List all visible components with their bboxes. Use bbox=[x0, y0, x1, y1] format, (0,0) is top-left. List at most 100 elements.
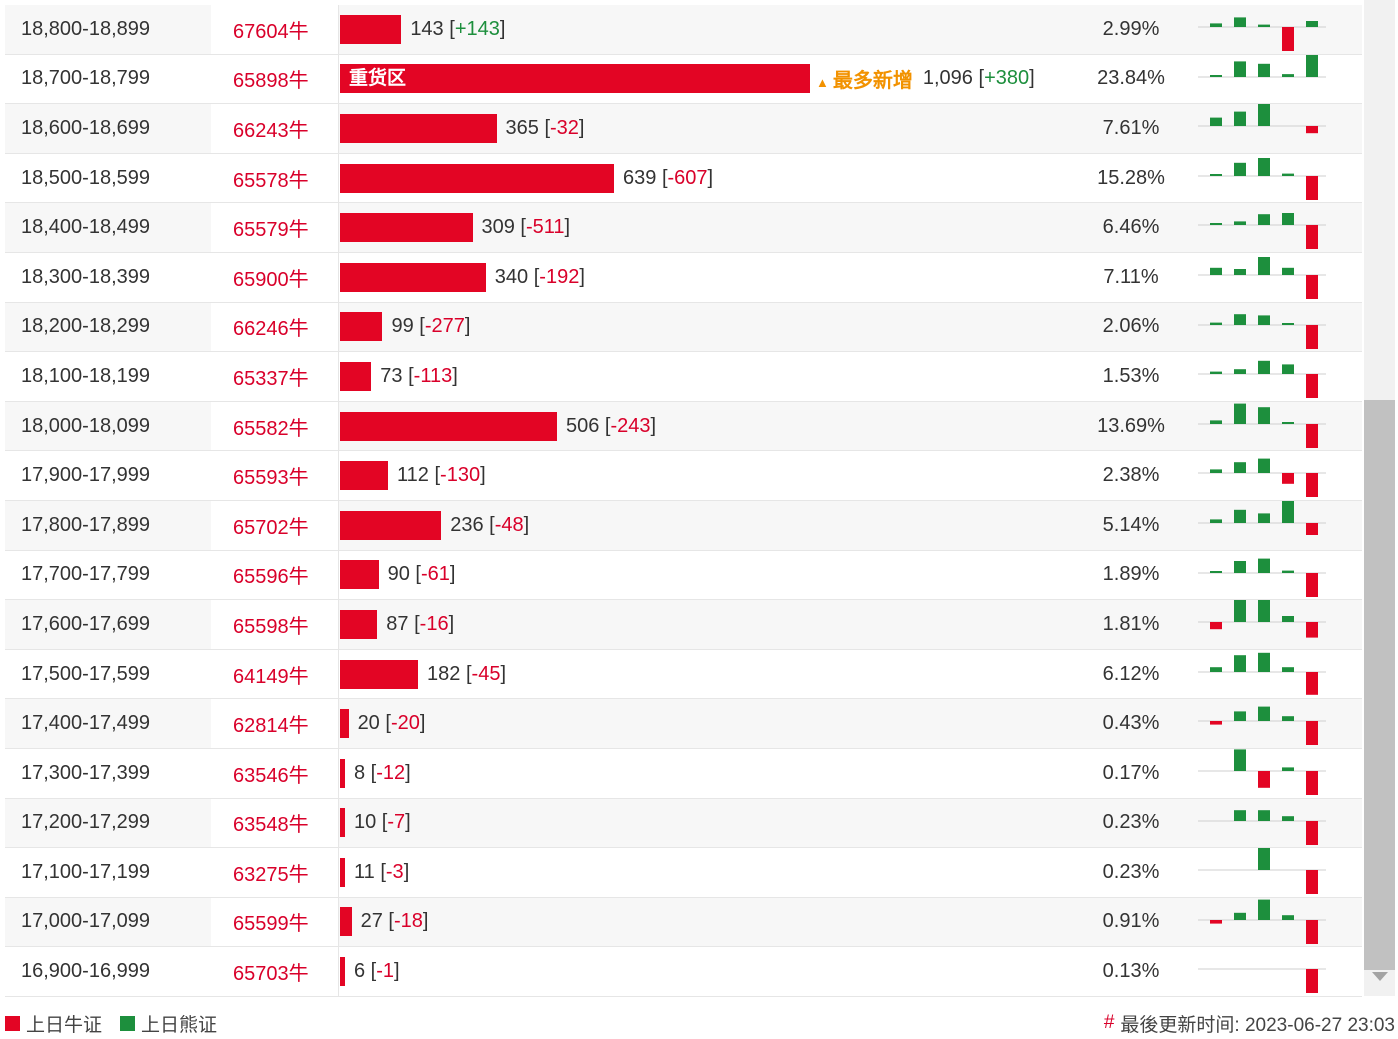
up-triangle-icon: ▲ bbox=[816, 75, 829, 91]
volume-bar[interactable] bbox=[340, 609, 378, 639]
table-row[interactable]: 17,700-17,799 65596牛 90 [-61] 1.89% bbox=[5, 550, 1362, 601]
volume-bar[interactable] bbox=[340, 808, 345, 838]
table-row[interactable]: 17,400-17,499 62814牛 20 [-20] 0.43% bbox=[5, 699, 1362, 749]
scrollbar-thumb[interactable] bbox=[1364, 400, 1395, 970]
volume-bar[interactable] bbox=[340, 361, 372, 391]
volume-bar[interactable] bbox=[340, 312, 383, 342]
warrant-code-link[interactable]: 65598牛 bbox=[211, 600, 339, 649]
table-row[interactable]: 17,900-17,999 65593牛 112 [-130] 2.38% bbox=[5, 451, 1362, 501]
volume-bar[interactable] bbox=[340, 461, 389, 491]
table-row[interactable]: 18,400-18,499 65579牛 309 [-511] 6.46% bbox=[5, 203, 1362, 253]
volume-change: -511 bbox=[526, 216, 565, 239]
table-row[interactable]: 16,900-16,999 65703牛 6 [-1] 0.13% bbox=[5, 947, 1362, 997]
warrant-code-link[interactable]: 65703牛 bbox=[211, 947, 339, 996]
warrant-code-link[interactable]: 65337牛 bbox=[211, 352, 339, 401]
warrant-code-link[interactable]: 65578牛 bbox=[211, 153, 339, 203]
volume-bar-cell: 639 [-607] bbox=[340, 154, 1065, 203]
volume-bar[interactable] bbox=[340, 163, 615, 193]
warrant-code-link[interactable]: 65579牛 bbox=[211, 203, 339, 252]
warrant-code-link[interactable]: 66246牛 bbox=[211, 302, 339, 352]
table-row[interactable]: 17,100-17,199 63275牛 11 [-3] 0.23% bbox=[5, 848, 1362, 898]
sparkline-bull-bar bbox=[1306, 969, 1318, 994]
warrant-code-link[interactable]: 63548牛 bbox=[211, 798, 339, 848]
sparkline bbox=[1198, 899, 1326, 944]
volume-count: 143 bbox=[410, 17, 444, 40]
volume-count: 309 bbox=[481, 216, 515, 239]
sparkline-bear-bar bbox=[1306, 54, 1318, 77]
volume-info: 73 [-113] bbox=[380, 364, 458, 387]
volume-bar[interactable] bbox=[340, 758, 345, 788]
volume-bar-cell: 73 [-113] bbox=[340, 352, 1065, 401]
price-range: 18,000-18,099 bbox=[21, 414, 151, 437]
sparkline-bear-bar bbox=[1210, 420, 1222, 424]
volume-bar[interactable] bbox=[340, 659, 419, 689]
volume-change: -12 bbox=[376, 761, 406, 784]
volume-bar[interactable] bbox=[340, 113, 497, 143]
table-row[interactable]: 18,100-18,199 65337牛 73 [-113] 1.53% bbox=[5, 352, 1362, 402]
volume-change: -130 bbox=[440, 464, 481, 487]
percentage: 15.28% bbox=[1097, 166, 1165, 189]
warrant-code-link[interactable]: 65593牛 bbox=[211, 451, 339, 500]
table-row[interactable]: 18,200-18,299 66246牛 99 [-277] 2.06% bbox=[5, 302, 1362, 353]
volume-bar[interactable] bbox=[340, 213, 473, 243]
sparkline-bear-bar bbox=[1210, 469, 1222, 474]
table-row[interactable]: 17,600-17,699 65598牛 87 [-16] 1.81% bbox=[5, 600, 1362, 650]
sparkline-bull-bar bbox=[1282, 473, 1294, 485]
sparkline-bear-bar bbox=[1234, 403, 1246, 424]
warrant-code-link[interactable]: 65702牛 bbox=[211, 500, 339, 550]
volume-bar-cell: 182 [-45] bbox=[340, 650, 1065, 699]
table-row[interactable]: 17,000-17,099 65599牛 27 [-18] 0.91% bbox=[5, 897, 1362, 948]
volume-bar-cell: 365 [-32] bbox=[340, 104, 1065, 153]
volume-bar[interactable] bbox=[340, 510, 442, 540]
sparkline-bull-bar bbox=[1258, 770, 1270, 788]
sparkline bbox=[1198, 213, 1326, 250]
volume-bar[interactable] bbox=[340, 857, 345, 887]
table-row[interactable]: 17,300-17,399 63546牛 8 [-12] 0.17% bbox=[5, 748, 1362, 799]
table-row[interactable]: 18,500-18,599 65578牛 639 [-607] 15.28% bbox=[5, 153, 1362, 204]
volume-bar[interactable] bbox=[340, 957, 345, 987]
volume-info: 340 [-192] bbox=[494, 265, 585, 288]
volume-count: 87 bbox=[386, 612, 409, 635]
warrant-code-link[interactable]: 65898牛 bbox=[211, 54, 339, 104]
warrant-code-link[interactable]: 65582牛 bbox=[211, 401, 339, 451]
table-row[interactable]: 18,300-18,399 65900牛 340 [-192] 7.11% bbox=[5, 252, 1362, 303]
sparkline-bull-bar bbox=[1306, 473, 1318, 498]
warrant-code-link[interactable]: 64149牛 bbox=[211, 649, 339, 699]
volume-bar[interactable] bbox=[340, 14, 402, 44]
table-row[interactable]: 17,200-17,299 63548牛 10 [-7] 0.23% bbox=[5, 798, 1362, 849]
bull-swatch-icon bbox=[5, 1015, 20, 1031]
volume-bar[interactable] bbox=[340, 411, 557, 441]
sparkline bbox=[1198, 749, 1326, 795]
sparkline-bear-bar bbox=[1234, 912, 1246, 920]
volume-bar[interactable]: 重货区 bbox=[340, 64, 810, 94]
percentage: 23.84% bbox=[1097, 67, 1165, 90]
table-row[interactable]: 17,500-17,599 64149牛 182 [-45] 6.12% bbox=[5, 649, 1362, 700]
sparkline bbox=[1198, 706, 1326, 746]
warrant-code-link[interactable]: 65596牛 bbox=[211, 550, 339, 600]
table-row[interactable]: 18,800-18,899 67604牛 143 [+143] 2.99% bbox=[5, 5, 1362, 55]
scroll-down-arrow-icon[interactable] bbox=[1372, 972, 1388, 981]
warrant-code-link[interactable]: 62814牛 bbox=[211, 699, 339, 748]
volume-bar[interactable] bbox=[340, 560, 379, 590]
warrant-code-link[interactable]: 66243牛 bbox=[211, 104, 339, 153]
sparkline-bear-bar bbox=[1234, 60, 1246, 77]
warrant-code-link[interactable]: 67604牛 bbox=[211, 5, 339, 54]
volume-bar[interactable] bbox=[340, 709, 349, 739]
table-row[interactable]: 18,000-18,099 65582牛 506 [-243] 13.69% bbox=[5, 401, 1362, 452]
sparkline-bear-bar bbox=[1234, 749, 1246, 771]
percentage: 1.81% bbox=[1102, 612, 1160, 635]
sparkline-bear-bar bbox=[1306, 21, 1318, 27]
price-range: 17,200-17,299 bbox=[21, 811, 151, 834]
warrant-code-link[interactable]: 63546牛 bbox=[211, 748, 339, 798]
volume-bar-cell: 6 [-1] bbox=[340, 947, 1065, 996]
table-row[interactable]: 18,700-18,799 65898牛 重货区 ▲ 最多新增 1,096 [+380] 2… bbox=[5, 54, 1362, 105]
warrant-code-link[interactable]: 65900牛 bbox=[211, 252, 339, 302]
warrant-code-link[interactable]: 63275牛 bbox=[211, 848, 339, 897]
table-row[interactable]: 18,600-18,699 66243牛 365 [-32] 7.61% bbox=[5, 104, 1362, 154]
table-row[interactable]: 17,800-17,899 65702牛 236 [-48] 5.14% bbox=[5, 500, 1362, 551]
volume-bar[interactable] bbox=[340, 262, 486, 292]
sparkline-bear-bar bbox=[1282, 267, 1294, 275]
warrant-code-link[interactable]: 65599牛 bbox=[211, 897, 339, 947]
volume-info: 309 [-511] bbox=[481, 216, 571, 239]
volume-bar[interactable] bbox=[340, 907, 352, 937]
